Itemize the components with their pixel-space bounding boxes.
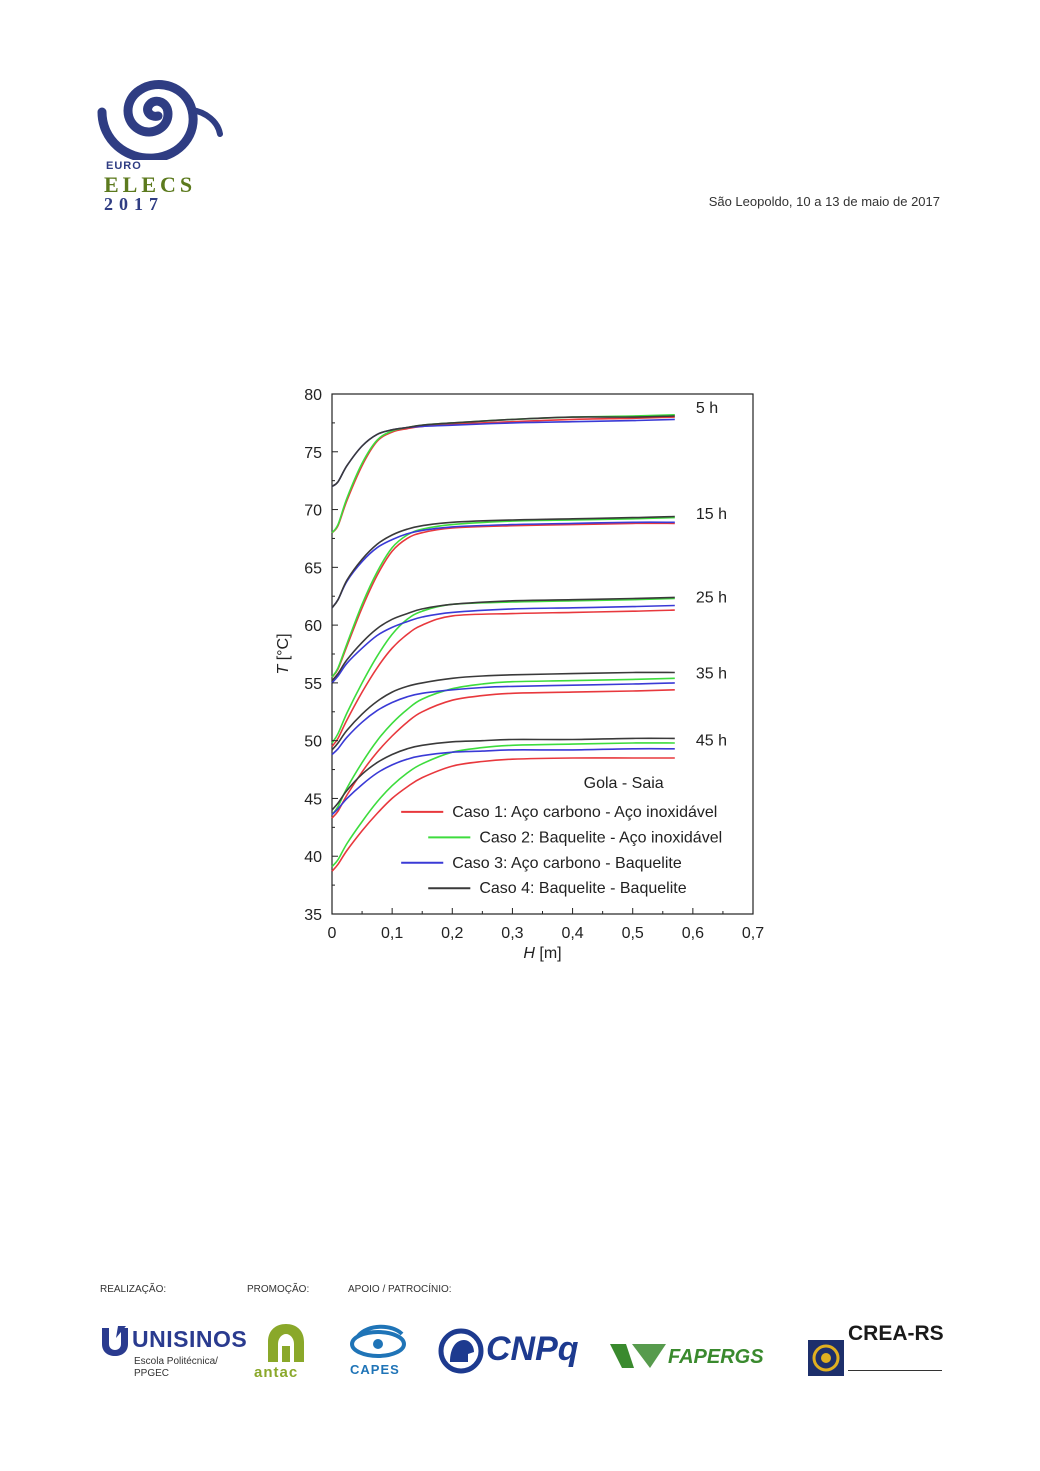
capes-orbit-icon	[350, 1324, 406, 1358]
footer-label-apoio: APOIO / PATROCÍNIO:	[348, 1284, 452, 1295]
series-line-caso-3-25h	[331, 604, 675, 684]
time-label: 25 h	[696, 589, 727, 606]
legend-label: Caso 2: Baquelite - Aço inoxidável	[479, 829, 722, 846]
spiral-logo-icon	[97, 80, 223, 163]
series-line-caso-3-5h	[331, 418, 675, 488]
crea-seal-icon	[808, 1340, 844, 1376]
footer-label-realizacao: REALIZAÇÃO:	[100, 1284, 167, 1295]
logo-text-elecs: ELECS	[104, 172, 197, 197]
logo-text-year: 2017	[104, 194, 164, 214]
time-label: 35 h	[696, 666, 727, 683]
fapergs-logo: FAPERGS	[610, 1322, 790, 1378]
series-line-caso-1-15h	[331, 522, 675, 678]
y-tick-label: 70	[304, 503, 322, 520]
series-line-caso-4-5h	[331, 415, 675, 488]
temperature-chart: 35 40 45 50 55 60 65 70 75 80 0 0,1 0,2 0,3 0,4 0,5 0,6 0…	[275, 387, 764, 962]
series-line-caso-4-15h	[331, 515, 675, 609]
series-line-caso-4-25h	[331, 596, 675, 682]
euro-elecs-logo: EURO ELECS 2017	[96, 60, 226, 214]
fapergs-mark-icon	[610, 1344, 666, 1368]
antac-logo: antac	[254, 1322, 324, 1381]
y-tick-label: 55	[304, 676, 322, 693]
series-line-caso-2-15h	[331, 516, 675, 678]
series-line-caso-2-35h	[331, 677, 675, 816]
cnpq-logo: CNPq	[438, 1322, 588, 1378]
footer-label-promocao: PROMOÇÃO:	[247, 1284, 310, 1295]
legend-label: Caso 3: Aço carbono - Baquelite	[452, 855, 682, 872]
x-tick-label: 0,1	[381, 925, 403, 942]
series-line-caso-3-45h	[331, 747, 675, 816]
time-label: 5 h	[696, 400, 718, 417]
series-line-caso-2-25h	[331, 597, 675, 744]
series-line-caso-2-45h	[331, 742, 675, 868]
series-line-caso-1-5h	[331, 416, 675, 534]
y-tick-label: 45	[304, 791, 322, 808]
unisinos-u-icon	[102, 1326, 128, 1356]
unisinos-logo: UNISINOS Escola Politécnica/ PPGEC	[98, 1322, 248, 1380]
y-tick-label: 75	[304, 445, 322, 462]
x-tick-label: 0,2	[441, 925, 463, 942]
y-tick-label: 65	[304, 560, 322, 577]
y-tick-label: 35	[304, 907, 322, 924]
unisinos-name: UNISINOS	[132, 1326, 248, 1352]
y-tick-label: 50	[304, 734, 322, 751]
series-line-caso-1-35h	[331, 689, 675, 819]
series-line-caso-4-45h	[331, 737, 675, 811]
event-date: São Leopoldo, 10 a 13 de maio de 2017	[708, 194, 940, 209]
capes-name: CAPES	[350, 1362, 400, 1377]
x-tick-label: 0,6	[682, 925, 704, 942]
crea-rs-name: CREA-RS	[848, 1322, 944, 1345]
x-axis-label: H [m]	[523, 945, 561, 962]
crea-rs-fineprint-line	[848, 1370, 942, 1371]
x-tick-label: 0,7	[742, 925, 764, 942]
series-line-caso-1-25h	[331, 609, 675, 747]
cnpq-head-icon	[438, 1328, 484, 1374]
capes-logo: CAPES	[348, 1322, 412, 1378]
legend-title: Gola - Saia	[584, 775, 664, 792]
series-line-caso-1-45h	[331, 757, 675, 872]
x-tick-label: 0	[328, 925, 337, 942]
y-tick-label: 40	[304, 849, 322, 866]
crea-rs-logo: CREA-RS	[808, 1322, 948, 1378]
x-tick-label: 0,3	[501, 925, 523, 942]
y-tick-label: 80	[304, 387, 322, 404]
x-tick-label: 0,5	[622, 925, 644, 942]
cnpq-name: CNPq	[486, 1330, 579, 1368]
unisinos-sub-line1: Escola Politécnica/	[134, 1356, 218, 1367]
time-label: 45 h	[696, 733, 727, 750]
y-tick-label: 60	[304, 618, 322, 635]
logo-text-euro: EURO	[106, 160, 142, 172]
series-line-caso-4-35h	[331, 671, 675, 751]
fapergs-name: FAPERGS	[668, 1346, 764, 1368]
time-label: 15 h	[696, 506, 727, 523]
legend-label: Caso 1: Aço carbono - Aço inoxidável	[452, 804, 717, 821]
y-axis-label: T [°C]	[275, 633, 292, 674]
antac-name: antac	[254, 1364, 299, 1381]
unisinos-subtitle: Escola Politécnica/ PPGEC	[134, 1356, 244, 1380]
legend-label: Caso 4: Baquelite - Baquelite	[479, 880, 686, 897]
antac-arch-icon	[268, 1324, 304, 1362]
unisinos-sub-line2: PPGEC	[134, 1368, 170, 1379]
series-line-caso-3-35h	[331, 682, 675, 756]
x-tick-label: 0,4	[561, 925, 583, 942]
